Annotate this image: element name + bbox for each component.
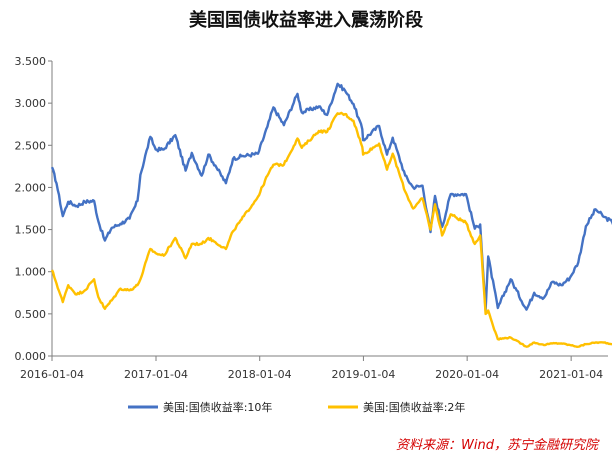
y-tick-label: 3.000	[15, 97, 47, 110]
chart-title: 美国国债收益率进入震荡阶段	[189, 10, 423, 31]
source-note: 资料来源：Wind，苏宁金融研究院	[396, 438, 598, 453]
y-tick-label: 0.500	[15, 308, 47, 321]
legend: 美国:国债收益率:10年 美国:国债收益率:2年	[128, 400, 465, 414]
x-tick-label: 2021-01-04	[539, 368, 603, 381]
series-line-10y	[50, 82, 612, 312]
y-tick-label: 1.000	[15, 266, 47, 279]
y-axis-tick-labels: 0.000 0.500 1.000 1.500 2.000 2.500 3.000 3.500	[15, 55, 47, 363]
y-tick-label: 2.500	[15, 139, 47, 152]
x-tick-label: 2016-01-04	[20, 368, 84, 381]
y-tick-label: 2.000	[15, 181, 47, 194]
x-tick-label: 2018-01-04	[228, 368, 292, 381]
y-tick-label: 0.000	[15, 350, 47, 363]
legend-label-2y: 美国:国债收益率:2年	[363, 400, 465, 414]
series-lines	[50, 82, 612, 348]
x-tick-label: 2017-01-04	[124, 368, 188, 381]
series-line-2y	[50, 111, 612, 348]
x-tick-label: 2020-01-04	[435, 368, 499, 381]
y-tick-label: 1.500	[15, 224, 47, 237]
axis-tick-marks	[48, 60, 572, 361]
y-tick-label: 3.500	[15, 55, 47, 68]
legend-label-10y: 美国:国债收益率:10年	[163, 400, 272, 414]
x-tick-label: 2019-01-04	[331, 368, 395, 381]
x-axis-tick-labels: 2016-01-04 2017-01-04 2018-01-04 2019-01-04…	[20, 368, 603, 381]
